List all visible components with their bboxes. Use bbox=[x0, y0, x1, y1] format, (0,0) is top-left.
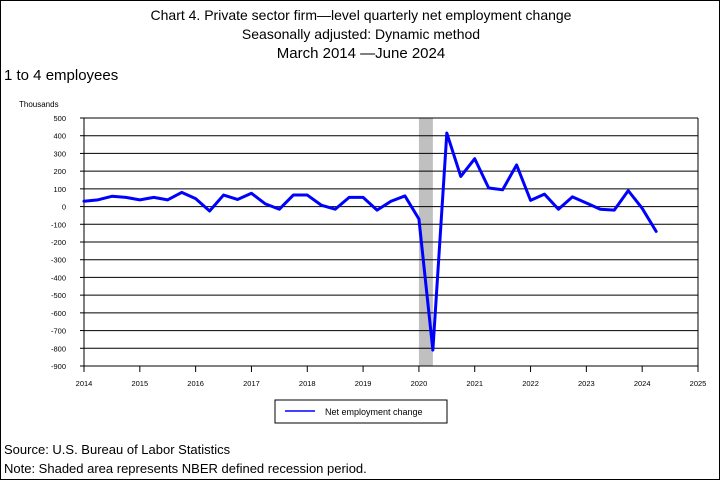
data-point bbox=[347, 196, 351, 199]
y-tick-label: -800 bbox=[51, 344, 66, 353]
data-point bbox=[445, 131, 449, 135]
data-point bbox=[473, 157, 476, 160]
y-tick-label: 200 bbox=[53, 167, 66, 176]
data-point bbox=[82, 200, 86, 203]
chart-date-range: March 2014 —June 2024 bbox=[276, 45, 446, 62]
data-point bbox=[459, 175, 462, 178]
y-tick-label: 100 bbox=[53, 185, 66, 194]
data-point bbox=[96, 198, 100, 202]
data-point bbox=[166, 198, 169, 202]
data-point bbox=[640, 207, 644, 210]
data-point bbox=[110, 195, 114, 198]
recession-note: Note: Shaded area represents NBER define… bbox=[4, 461, 367, 476]
data-point bbox=[152, 196, 155, 199]
source-note: Source: U.S. Bureau of Labor Statistics bbox=[4, 442, 231, 457]
data-point bbox=[515, 163, 518, 167]
legend: Net employment change bbox=[274, 399, 448, 424]
y-tick-label: -600 bbox=[51, 309, 66, 318]
data-point bbox=[654, 230, 658, 233]
chart-title: Chart 4. Private sector firm—level quart… bbox=[150, 7, 572, 23]
series-line bbox=[82, 131, 658, 352]
x-tick-label: 2019 bbox=[355, 379, 372, 388]
data-point bbox=[138, 198, 142, 202]
x-tick-label: 2016 bbox=[187, 379, 204, 388]
x-tick-label: 2023 bbox=[578, 379, 595, 388]
x-tick-label: 2024 bbox=[634, 379, 651, 388]
y-tick-label: 300 bbox=[53, 149, 66, 158]
y-tick-label: 0 bbox=[62, 203, 66, 212]
y-tick-label: 400 bbox=[53, 132, 66, 141]
data-point bbox=[599, 208, 602, 211]
data-point bbox=[529, 199, 532, 202]
data-point bbox=[487, 186, 490, 190]
x-tick-label: 2018 bbox=[299, 379, 316, 388]
data-point bbox=[557, 208, 560, 211]
data-point bbox=[333, 208, 337, 211]
data-point bbox=[613, 208, 616, 212]
data-point bbox=[320, 203, 323, 207]
data-point bbox=[403, 194, 407, 198]
axis-layer: -900 -800 -700 -600 -500 -400 -300 -200 -100 0 100… bbox=[51, 114, 706, 388]
data-point bbox=[236, 198, 239, 201]
y-tick-label: -700 bbox=[51, 327, 66, 336]
data-point bbox=[222, 193, 225, 197]
y-tick-label: -100 bbox=[51, 220, 66, 229]
data-point bbox=[278, 208, 281, 211]
x-tick-label: 2014 bbox=[76, 379, 93, 388]
data-point bbox=[417, 217, 421, 221]
grid-layer bbox=[84, 117, 698, 367]
data-point bbox=[627, 189, 630, 192]
y-tick-label: 500 bbox=[53, 114, 66, 123]
y-axis-label: Thousands bbox=[19, 100, 59, 109]
data-point bbox=[571, 195, 574, 199]
chart-subtitle-method: Seasonally adjusted: Dynamic method bbox=[241, 26, 481, 42]
y-tick-label: -300 bbox=[51, 256, 66, 265]
y-tick-label: -500 bbox=[51, 291, 66, 300]
data-point bbox=[208, 209, 211, 213]
data-point bbox=[194, 197, 197, 200]
x-tick-label: 2025 bbox=[690, 379, 707, 388]
legend-box bbox=[274, 399, 448, 424]
x-tick-label: 2017 bbox=[243, 379, 260, 388]
data-point bbox=[306, 193, 309, 197]
data-point bbox=[124, 196, 128, 199]
data-point bbox=[361, 196, 365, 199]
size-class-label: 1 to 4 employees bbox=[4, 67, 119, 84]
data-point bbox=[543, 192, 546, 196]
x-tick-label: 2022 bbox=[522, 379, 539, 388]
data-point bbox=[585, 201, 588, 205]
data-point bbox=[389, 200, 393, 203]
x-tick-label: 2020 bbox=[411, 379, 428, 388]
data-point bbox=[180, 191, 183, 194]
y-tick-label: -900 bbox=[51, 362, 66, 371]
data-point bbox=[264, 202, 267, 206]
x-tick-label: 2021 bbox=[466, 379, 483, 388]
data-point bbox=[431, 348, 435, 352]
y-tick-label: -200 bbox=[51, 238, 66, 247]
legend-label: Net employment change bbox=[325, 407, 423, 417]
y-tick-label: -400 bbox=[51, 273, 66, 282]
data-point bbox=[250, 192, 253, 195]
series-layer bbox=[82, 131, 658, 352]
data-point bbox=[501, 188, 504, 191]
data-point bbox=[292, 193, 295, 197]
x-tick-label: 2015 bbox=[131, 379, 148, 388]
data-point bbox=[375, 208, 379, 212]
